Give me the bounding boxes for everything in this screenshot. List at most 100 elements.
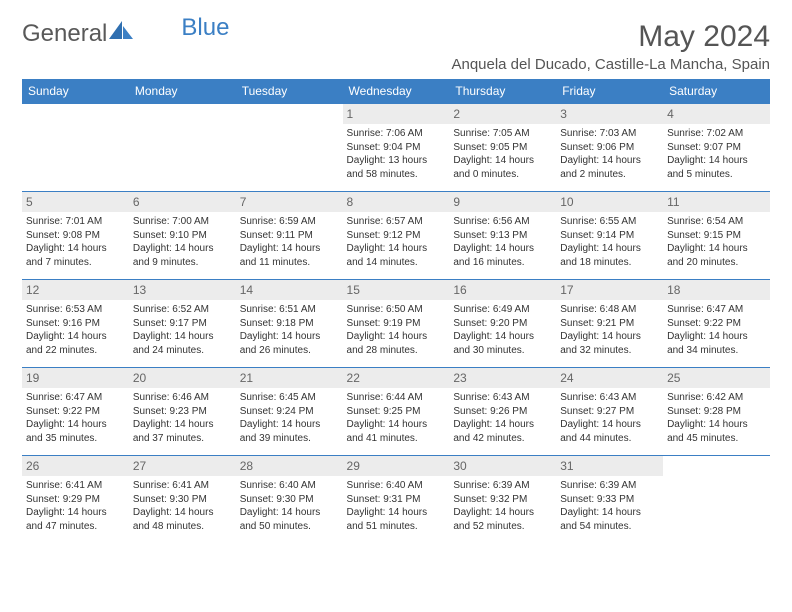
daylight-text: Daylight: 14 hours and 44 minutes.: [560, 418, 659, 445]
sunset-text: Sunset: 9:27 PM: [560, 405, 659, 419]
daylight-text: Daylight: 14 hours and 47 minutes.: [26, 506, 125, 533]
calendar-cell: 10Sunrise: 6:55 AMSunset: 9:14 PMDayligh…: [556, 192, 663, 280]
sunrise-text: Sunrise: 6:55 AM: [560, 215, 659, 229]
daylight-text: Daylight: 14 hours and 11 minutes.: [240, 242, 339, 269]
month-title: May 2024: [451, 20, 770, 54]
daylight-text: Daylight: 14 hours and 54 minutes.: [560, 506, 659, 533]
sunset-text: Sunset: 9:21 PM: [560, 317, 659, 331]
day-number: 13: [129, 280, 236, 300]
sunset-text: Sunset: 9:32 PM: [453, 493, 552, 507]
daylight-text: Daylight: 14 hours and 2 minutes.: [560, 154, 659, 181]
day-number: 28: [236, 456, 343, 476]
calendar-cell: 23Sunrise: 6:43 AMSunset: 9:26 PMDayligh…: [449, 368, 556, 456]
sunrise-text: Sunrise: 6:44 AM: [347, 391, 446, 405]
daylight-text: Daylight: 14 hours and 39 minutes.: [240, 418, 339, 445]
daylight-text: Daylight: 14 hours and 9 minutes.: [133, 242, 232, 269]
day-number: 16: [449, 280, 556, 300]
sunrise-text: Sunrise: 7:00 AM: [133, 215, 232, 229]
sunset-text: Sunset: 9:22 PM: [667, 317, 766, 331]
calendar-cell: 9Sunrise: 6:56 AMSunset: 9:13 PMDaylight…: [449, 192, 556, 280]
calendar-cell: 5 Sunrise: 7:01 AMSunset: 9:08 PMDaylight…: [22, 192, 129, 280]
calendar-cell: 15Sunrise: 6:50 AMSunset: 9:19 PMDayligh…: [343, 280, 450, 368]
sunrise-text: Sunrise: 6:50 AM: [347, 303, 446, 317]
daylight-text: Daylight: 14 hours and 7 minutes.: [26, 242, 125, 269]
day-number: 24: [556, 368, 663, 388]
sunrise-text: Sunrise: 6:41 AM: [133, 479, 232, 493]
calendar-cell: 16Sunrise: 6:49 AMSunset: 9:20 PMDayligh…: [449, 280, 556, 368]
sunrise-text: Sunrise: 6:39 AM: [453, 479, 552, 493]
day-number: 10: [556, 192, 663, 212]
calendar-cell: 1Sunrise: 7:06 AMSunset: 9:04 PMDaylight…: [343, 104, 450, 192]
daylight-text: Daylight: 14 hours and 16 minutes.: [453, 242, 552, 269]
logo-sail-icon: [109, 20, 135, 48]
weekday-header: Monday: [129, 79, 236, 104]
sunrise-text: Sunrise: 6:42 AM: [667, 391, 766, 405]
calendar-cell: 11Sunrise: 6:54 AMSunset: 9:15 PMDayligh…: [663, 192, 770, 280]
sunrise-text: Sunrise: 6:40 AM: [240, 479, 339, 493]
day-number: 8: [343, 192, 450, 212]
day-number: 1: [343, 104, 450, 124]
sunset-text: Sunset: 9:07 PM: [667, 141, 766, 155]
sunrise-text: Sunrise: 7:03 AM: [560, 127, 659, 141]
title-block: May 2024 Anquela del Ducado, Castille-La…: [451, 20, 770, 73]
day-number: 25: [663, 368, 770, 388]
sunset-text: Sunset: 9:30 PM: [133, 493, 232, 507]
calendar-header-row: Sunday Monday Tuesday Wednesday Thursday…: [22, 79, 770, 104]
sunrise-text: Sunrise: 6:43 AM: [560, 391, 659, 405]
calendar-table: Sunday Monday Tuesday Wednesday Thursday…: [22, 79, 770, 544]
sunset-text: Sunset: 9:28 PM: [667, 405, 766, 419]
weekday-header: Thursday: [449, 79, 556, 104]
sunrise-text: Sunrise: 6:57 AM: [347, 215, 446, 229]
sunrise-text: Sunrise: 7:06 AM: [347, 127, 446, 141]
header: General Blue May 2024 Anquela del Ducado…: [22, 20, 770, 73]
daylight-text: Daylight: 14 hours and 34 minutes.: [667, 330, 766, 357]
sunset-text: Sunset: 9:19 PM: [347, 317, 446, 331]
weekday-header: Wednesday: [343, 79, 450, 104]
daylight-text: Daylight: 14 hours and 32 minutes.: [560, 330, 659, 357]
daylight-text: Daylight: 14 hours and 24 minutes.: [133, 330, 232, 357]
sunrise-text: Sunrise: 6:48 AM: [560, 303, 659, 317]
calendar-cell: 20Sunrise: 6:46 AMSunset: 9:23 PMDayligh…: [129, 368, 236, 456]
sunset-text: Sunset: 9:08 PM: [26, 229, 125, 243]
daylight-text: Daylight: 14 hours and 51 minutes.: [347, 506, 446, 533]
daylight-text: Daylight: 14 hours and 18 minutes.: [560, 242, 659, 269]
calendar-cell: 27Sunrise: 6:41 AMSunset: 9:30 PMDayligh…: [129, 456, 236, 544]
sunrise-text: Sunrise: 6:56 AM: [453, 215, 552, 229]
calendar-cell: [663, 456, 770, 544]
daylight-text: Daylight: 14 hours and 30 minutes.: [453, 330, 552, 357]
calendar-cell: 29Sunrise: 6:40 AMSunset: 9:31 PMDayligh…: [343, 456, 450, 544]
sunrise-text: Sunrise: 6:46 AM: [133, 391, 232, 405]
sunset-text: Sunset: 9:31 PM: [347, 493, 446, 507]
day-number: 3: [556, 104, 663, 124]
calendar-cell: 24 Sunrise: 6:43 AMSunset: 9:27 PMDayligh…: [556, 368, 663, 456]
daylight-text: Daylight: 14 hours and 22 minutes.: [26, 330, 125, 357]
sunset-text: Sunset: 9:24 PM: [240, 405, 339, 419]
day-number: 29: [343, 456, 450, 476]
sunrise-text: Sunrise: 6:59 AM: [240, 215, 339, 229]
sunset-text: Sunset: 9:26 PM: [453, 405, 552, 419]
sunrise-text: Sunrise: 6:45 AM: [240, 391, 339, 405]
day-number: 5: [22, 192, 129, 212]
sunrise-text: Sunrise: 7:05 AM: [453, 127, 552, 141]
sunrise-text: Sunrise: 6:43 AM: [453, 391, 552, 405]
calendar-row: 1Sunrise: 7:06 AMSunset: 9:04 PMDaylight…: [22, 104, 770, 192]
sunset-text: Sunset: 9:12 PM: [347, 229, 446, 243]
sunrise-text: Sunrise: 6:49 AM: [453, 303, 552, 317]
calendar-cell: [129, 104, 236, 192]
calendar-cell: 13Sunrise: 6:52 AMSunset: 9:17 PMDayligh…: [129, 280, 236, 368]
calendar-cell: 2Sunrise: 7:05 AMSunset: 9:05 PMDaylight…: [449, 104, 556, 192]
day-number: 19: [22, 368, 129, 388]
daylight-text: Daylight: 14 hours and 52 minutes.: [453, 506, 552, 533]
day-number: 4: [663, 104, 770, 124]
daylight-text: Daylight: 14 hours and 42 minutes.: [453, 418, 552, 445]
daylight-text: Daylight: 14 hours and 5 minutes.: [667, 154, 766, 181]
daylight-text: Daylight: 14 hours and 26 minutes.: [240, 330, 339, 357]
daylight-text: Daylight: 14 hours and 0 minutes.: [453, 154, 552, 181]
sunset-text: Sunset: 9:30 PM: [240, 493, 339, 507]
calendar-cell: 4Sunrise: 7:02 AMSunset: 9:07 PMDaylight…: [663, 104, 770, 192]
daylight-text: Daylight: 14 hours and 48 minutes.: [133, 506, 232, 533]
sunrise-text: Sunrise: 6:47 AM: [26, 391, 125, 405]
day-number: 20: [129, 368, 236, 388]
sunrise-text: Sunrise: 7:01 AM: [26, 215, 125, 229]
sunset-text: Sunset: 9:13 PM: [453, 229, 552, 243]
